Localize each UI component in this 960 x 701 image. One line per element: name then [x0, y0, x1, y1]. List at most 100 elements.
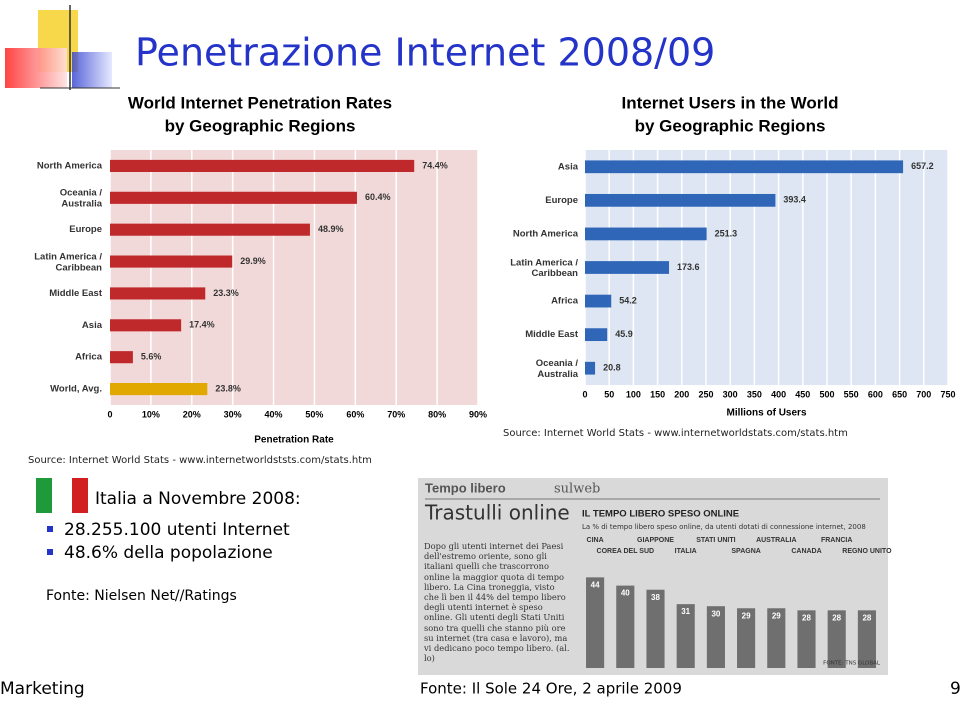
bar [110, 319, 182, 332]
x-tick-label: FRANCIA [821, 537, 853, 544]
bar [110, 223, 310, 236]
x-tick-label: AUSTRALIA [756, 537, 796, 544]
x-tick-label: 400 [771, 389, 786, 399]
x-tick-label: REGNO UNITO [842, 548, 892, 555]
italy-source: Fonte: Nielsen Net//Ratings [46, 588, 237, 604]
clipping-text: Dopo gli utenti internet dei Paesi dell'… [424, 541, 570, 664]
x-tick-label: 0 [107, 409, 112, 419]
value-label: 23.8% [215, 383, 241, 393]
italy-bullet: 28.255.100 utenti Internet [64, 520, 290, 540]
x-tick-label: 80% [428, 409, 446, 419]
x-tick-label: 450 [795, 389, 810, 399]
italy-bullet: 48.6% della popolazione [64, 543, 273, 563]
x-axis-label: Millions of Users [726, 408, 806, 419]
x-tick-label: 0 [582, 389, 587, 399]
italy-heading: Italia a Novembre 2008: [95, 489, 301, 509]
x-tick-label: CANADA [791, 548, 821, 555]
value-label: 30 [711, 609, 720, 618]
x-tick-label: 90% [469, 409, 487, 419]
x-tick-label: 70% [387, 409, 405, 419]
page-number: 9 [950, 679, 960, 699]
chart-title: Internet Users in the World [622, 93, 839, 112]
italy-flag [36, 478, 88, 513]
chart-source: Source: Internet World Stats - www.inter… [28, 455, 372, 466]
value-label: 657.2 [911, 161, 934, 171]
bar [110, 159, 415, 172]
x-tick-label: SPAGNA [731, 548, 760, 555]
x-tick-label: 30% [224, 409, 242, 419]
bar [767, 608, 786, 668]
value-label: 173.6 [677, 262, 700, 272]
clipping-headline: Trastulli online [424, 501, 570, 525]
x-tick-label: 10% [142, 409, 160, 419]
chart-subtitle: by Geographic Regions [165, 116, 356, 135]
x-tick-label: 750 [940, 389, 955, 399]
y-tick-label: Africa [551, 296, 579, 307]
footer-source: Fonte: Il Sole 24 Ore, 2 aprile 2009 [420, 680, 682, 698]
clipping-tag: sulweb [554, 482, 600, 497]
bar [110, 287, 206, 300]
bar [797, 610, 816, 668]
y-tick-label: North America [513, 228, 579, 239]
value-label: 48.9% [318, 224, 344, 234]
value-label: 23.3% [213, 288, 239, 298]
x-tick-label: 100 [626, 389, 641, 399]
y-tick-label: Asia [82, 320, 103, 331]
chart-subtitle: by Geographic Regions [635, 116, 826, 135]
value-label: 5.6% [141, 352, 162, 362]
bar [585, 193, 776, 207]
x-tick-label: COREA DEL SUD [597, 548, 655, 555]
x-tick-label: 550 [844, 389, 859, 399]
bar [616, 585, 635, 668]
bar [110, 191, 357, 204]
x-tick-label: 20% [183, 409, 201, 419]
x-tick-label: ITALIA [675, 548, 697, 555]
x-tick-label: 60% [346, 409, 364, 419]
value-label: 54.2 [619, 295, 637, 305]
bar [706, 606, 725, 668]
bar [585, 227, 707, 241]
x-tick-label: 150 [650, 389, 665, 399]
value-label: 28 [832, 613, 841, 622]
x-tick-label: CINA [587, 537, 604, 544]
y-tick-label: Europe [545, 195, 578, 206]
x-axis-label: Penetration Rate [254, 435, 334, 446]
y-tick-label: Asia [558, 161, 579, 172]
chart-source: Source: Internet World Stats - www.inter… [503, 428, 848, 439]
value-label: 393.4 [783, 195, 806, 205]
value-label: 40 [621, 589, 630, 598]
bar [857, 610, 876, 668]
plot-background [110, 150, 478, 405]
y-tick-label: Middle East [525, 329, 579, 340]
x-tick-label: STATI UNITI [696, 537, 735, 544]
chart-subtitle: La % di tempo libero speso online, da ut… [582, 523, 866, 531]
y-tick-label: Africa [75, 352, 103, 363]
bullet [47, 549, 53, 555]
x-tick-label: 500 [819, 389, 834, 399]
x-tick-label: 600 [868, 389, 883, 399]
clipping-text-box: Dopo gli utenti internet dei Paesi dell'… [424, 541, 570, 664]
bar [646, 589, 665, 668]
value-label: 44 [591, 580, 600, 589]
chart-source: FONTE: TNS GLOBAL [823, 661, 881, 667]
footer-left: Marketing [0, 679, 85, 699]
chart-title: IL TEMPO LIBERO SPESO ONLINE [582, 509, 739, 520]
y-tick-label: Middle East [49, 288, 103, 299]
x-tick-label: 40% [265, 409, 283, 419]
bar [827, 610, 846, 668]
value-label: 60.4% [365, 192, 391, 202]
bar [737, 608, 756, 668]
bar [585, 261, 670, 274]
clipping-section: Tempo libero [425, 480, 506, 495]
x-tick-label: 700 [916, 389, 931, 399]
x-tick-label: 300 [723, 389, 738, 399]
bar [586, 577, 605, 668]
y-tick-label: Latin America / Caribbean [34, 251, 102, 273]
decoration [5, 5, 120, 90]
value-label: 28 [802, 613, 811, 622]
value-label: 251.3 [715, 228, 738, 238]
bar [585, 160, 904, 174]
value-label: 45.9 [615, 329, 633, 339]
x-tick-label: 50% [305, 409, 323, 419]
